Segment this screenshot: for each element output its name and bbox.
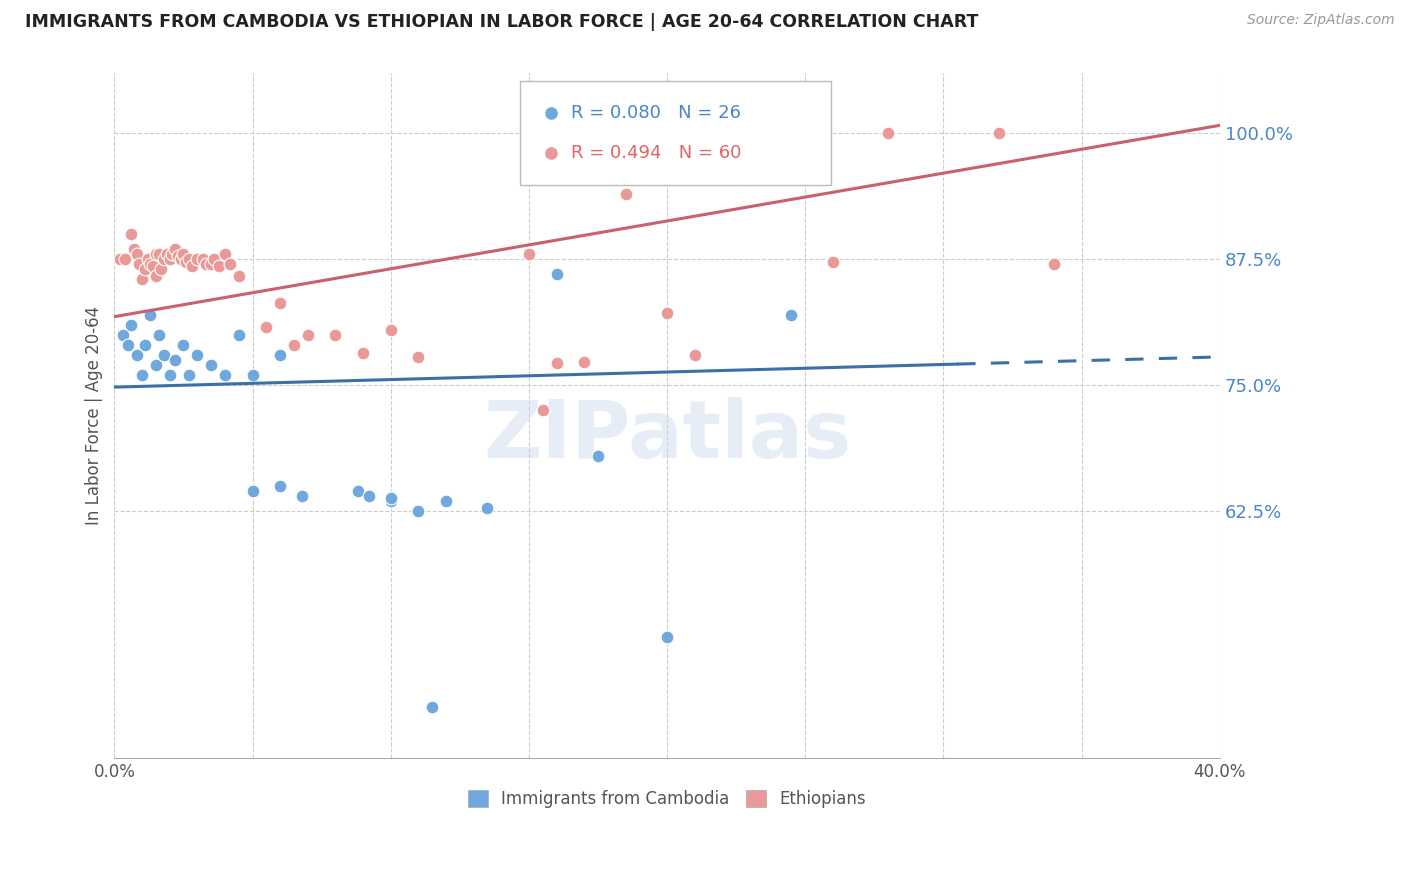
Y-axis label: In Labor Force | Age 20-64: In Labor Force | Age 20-64 xyxy=(86,306,103,524)
Point xyxy=(142,260,165,274)
Point xyxy=(139,308,162,322)
Point xyxy=(120,227,142,241)
Point xyxy=(131,368,153,382)
Point xyxy=(194,257,217,271)
Point xyxy=(352,346,374,360)
Point xyxy=(125,247,148,261)
Point xyxy=(200,257,222,271)
Point xyxy=(586,449,609,463)
Point xyxy=(614,186,637,201)
Point xyxy=(165,353,187,368)
Point xyxy=(380,494,402,508)
Point xyxy=(228,327,250,342)
Point xyxy=(283,338,305,352)
Point xyxy=(139,257,162,271)
Point xyxy=(148,247,170,261)
Point xyxy=(108,252,131,267)
Point xyxy=(131,272,153,286)
Point xyxy=(242,483,264,498)
Point xyxy=(136,252,159,267)
Point xyxy=(531,403,554,417)
Point xyxy=(380,491,402,505)
Point xyxy=(269,479,291,493)
Point xyxy=(186,348,208,362)
Point xyxy=(546,268,568,282)
Text: Source: ZipAtlas.com: Source: ZipAtlas.com xyxy=(1247,13,1395,28)
Point xyxy=(191,252,214,267)
Point xyxy=(1195,244,1218,259)
Point xyxy=(357,489,380,503)
Point xyxy=(214,368,236,382)
Point xyxy=(156,247,179,261)
FancyBboxPatch shape xyxy=(520,81,831,185)
Point xyxy=(346,483,368,498)
Point xyxy=(214,247,236,261)
Point xyxy=(122,242,145,256)
Point xyxy=(269,295,291,310)
Point xyxy=(173,247,195,261)
Point xyxy=(162,247,184,261)
Point xyxy=(170,252,193,267)
Point xyxy=(254,319,277,334)
Point xyxy=(434,494,457,508)
Point xyxy=(987,127,1010,141)
Point xyxy=(186,252,208,267)
Point xyxy=(219,257,242,271)
Point xyxy=(297,327,319,342)
Point xyxy=(877,127,900,141)
Point xyxy=(134,262,156,277)
Point xyxy=(821,255,844,269)
Point xyxy=(145,247,167,261)
Point xyxy=(477,500,499,515)
Point xyxy=(120,318,142,332)
Point xyxy=(145,269,167,284)
Point xyxy=(159,368,181,382)
Point xyxy=(655,630,678,644)
Point xyxy=(128,257,150,271)
Point xyxy=(148,327,170,342)
Point xyxy=(655,305,678,319)
Point xyxy=(683,348,706,362)
Point xyxy=(153,252,176,267)
Point xyxy=(269,348,291,362)
Point xyxy=(380,323,402,337)
Point xyxy=(408,504,430,518)
Point xyxy=(325,327,347,342)
Point xyxy=(117,338,139,352)
Point xyxy=(177,368,200,382)
Point xyxy=(180,260,202,274)
Point xyxy=(165,242,187,256)
Text: R = 0.080   N = 26: R = 0.080 N = 26 xyxy=(571,103,741,121)
Text: R = 0.494   N = 60: R = 0.494 N = 60 xyxy=(571,145,741,162)
Point xyxy=(174,255,197,269)
Point xyxy=(145,358,167,372)
Point xyxy=(420,700,443,714)
Text: ZIPatlas: ZIPatlas xyxy=(482,397,851,475)
Point xyxy=(572,355,595,369)
Text: IMMIGRANTS FROM CAMBODIA VS ETHIOPIAN IN LABOR FORCE | AGE 20-64 CORRELATION CHA: IMMIGRANTS FROM CAMBODIA VS ETHIOPIAN IN… xyxy=(25,13,979,31)
Point xyxy=(228,269,250,284)
Point xyxy=(159,252,181,267)
Point xyxy=(242,368,264,382)
Point xyxy=(1043,257,1066,271)
Point xyxy=(111,327,134,342)
Point xyxy=(1195,185,1218,199)
Point xyxy=(517,247,540,261)
Point xyxy=(546,356,568,370)
Point xyxy=(408,350,430,364)
Point xyxy=(177,252,200,267)
Point xyxy=(291,489,314,503)
Point xyxy=(208,260,231,274)
Point xyxy=(202,252,225,267)
Point xyxy=(134,338,156,352)
Legend: Immigrants from Cambodia, Ethiopians: Immigrants from Cambodia, Ethiopians xyxy=(461,783,873,814)
Point xyxy=(114,252,136,267)
Point xyxy=(200,358,222,372)
Point xyxy=(173,338,195,352)
Point xyxy=(125,348,148,362)
Point xyxy=(150,262,173,277)
Point xyxy=(167,249,190,263)
Point xyxy=(780,308,803,322)
Point xyxy=(153,348,176,362)
